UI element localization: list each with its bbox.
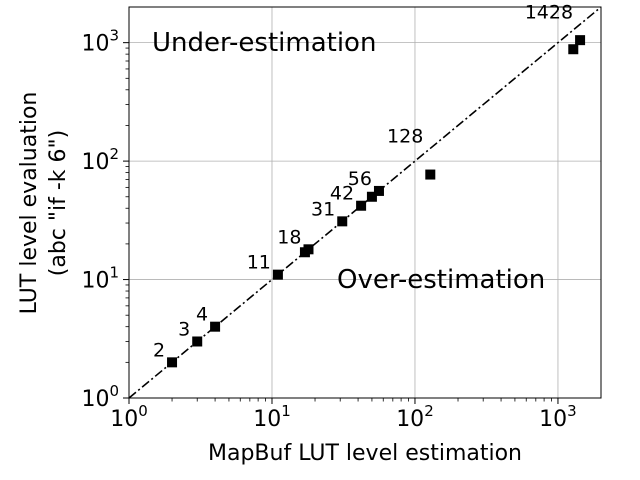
x-axis-label: MapBuf LUT level estimation: [208, 441, 522, 466]
point-label: 1428: [525, 1, 573, 23]
over-estimation-label: Over-estimation: [337, 265, 545, 295]
x-tick-label: 101: [253, 402, 291, 432]
data-point: [356, 200, 367, 211]
y-tick-label: 101: [81, 264, 119, 294]
point-label: 42: [330, 183, 354, 205]
under-estimation-label: Under-estimation: [152, 28, 376, 58]
data-point: [167, 357, 178, 368]
axis-ticks: 100 101 102 103 100 101 102 103: [81, 27, 576, 432]
x-tick-label: 103: [539, 402, 577, 432]
plot-frame: [128, 6, 602, 399]
data-point: [575, 35, 586, 46]
point-label: 18: [277, 226, 301, 248]
data-point: [568, 44, 579, 55]
point-label: 4: [196, 304, 208, 326]
data-point: [210, 321, 221, 332]
data-point: [425, 169, 436, 180]
data-point: [272, 269, 283, 280]
point-label: 31: [311, 198, 335, 220]
x-tick-label: 102: [396, 402, 434, 432]
data-point: [303, 244, 314, 255]
y-axis-label-line1: LUT level evaluation: [17, 92, 42, 315]
data-point: [366, 191, 377, 202]
data-points: [167, 35, 586, 368]
point-label: 3: [178, 318, 190, 340]
y-tick-label: 102: [81, 145, 119, 175]
y-tick-label: 100: [81, 382, 119, 412]
data-point: [192, 336, 203, 347]
data-point: [337, 216, 348, 227]
point-label: 128: [387, 125, 423, 147]
point-label: 11: [247, 252, 271, 274]
y-axis-label-line2: (abc "if -k 6"): [46, 130, 71, 276]
point-label: 56: [348, 168, 372, 190]
data-point: [373, 185, 384, 196]
x-tick-label: 100: [110, 402, 148, 432]
point-label: 2: [153, 339, 165, 361]
y-tick-label: 103: [81, 27, 119, 57]
